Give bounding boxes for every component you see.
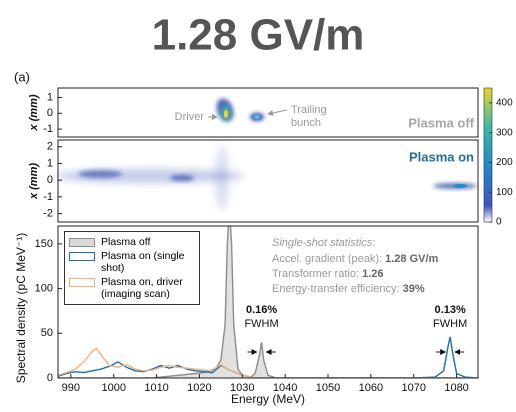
beam-annotation: Trailing	[291, 104, 327, 116]
x-tick-label: 1010	[144, 382, 168, 394]
stats-line: Energy-transfer efficiency: 39%	[272, 283, 425, 295]
stats-value: 1.28 GV/m	[385, 253, 438, 265]
x-tick-label: 1060	[359, 382, 383, 394]
beam-annotation: bunch	[291, 117, 321, 129]
colorbar-tick-label: 200	[496, 157, 513, 168]
y-tick-label: -2	[43, 208, 53, 220]
y-axis-label: x (mm)	[28, 163, 40, 200]
series-line	[58, 337, 478, 378]
beam-plasma-off	[208, 96, 287, 124]
stats-label: Energy-transfer efficiency:	[272, 283, 400, 295]
y-tick-label: 1	[47, 91, 53, 103]
state-label: Plasma off	[408, 115, 474, 130]
fwhm-annotation: FWHM	[244, 318, 278, 330]
colorbar	[484, 88, 492, 222]
colorbar-tick-label: 100	[496, 187, 513, 198]
y-tick-label: 0	[47, 372, 53, 384]
stats-label: Transformer ratio:	[272, 268, 359, 280]
y-tick-label: 2	[47, 141, 53, 153]
fwhm-annotation: 0.13%	[435, 304, 466, 316]
legend-label: Plasma on, driver (imaging scan)	[101, 276, 193, 300]
y-tick-label: 1	[47, 157, 53, 169]
stats-value: 1.26	[362, 268, 383, 280]
y-tick-label: 0	[47, 174, 53, 186]
colorbar-tick-label: 0	[496, 217, 502, 228]
stats-value: 39%	[403, 283, 425, 295]
panel-label: (a)	[14, 69, 30, 84]
stats-line: Accel. gradient (peak): 1.28 GV/m	[272, 253, 439, 265]
x-tick-label: 1070	[401, 382, 425, 394]
legend-label: Plasma off	[101, 236, 193, 248]
y-tick-label: -1	[43, 123, 53, 135]
y-tick-label: 150	[35, 238, 53, 250]
y-tick-label: 50	[41, 327, 53, 339]
x-axis-label: Energy (MeV)	[231, 392, 305, 406]
y-tick-label: -1	[43, 191, 53, 203]
colorbar-tick-label: 400	[496, 98, 513, 109]
beam-annotation: Driver	[175, 111, 205, 123]
figure: 1.28 GV/m (a) -1 0 1 x (mm) Plasma off Driver…	[0, 0, 516, 407]
y-axis-label: x (mm)	[28, 94, 40, 131]
legend-entry: Plasma on (single shot)	[69, 250, 195, 274]
x-tick-label: 1000	[101, 382, 125, 394]
y-axis-label: Spectral density (pC MeV⁻¹)	[14, 233, 28, 383]
legend-entry: Plasma on, driver (imaging scan)	[69, 276, 195, 300]
legend-label: Plasma on (single shot)	[101, 250, 193, 274]
x-tick-label: 1050	[316, 382, 340, 394]
x-tick-label: 1020	[187, 382, 211, 394]
stats-label: Accel. gradient (peak):	[272, 253, 382, 265]
x-tick-label: 1080	[444, 382, 468, 394]
state-label: Plasma on	[409, 149, 474, 164]
legend-entry: Plasma off	[69, 236, 195, 248]
fwhm-annotation: FWHM	[433, 318, 467, 330]
fwhm-annotation: 0.16%	[246, 304, 277, 316]
page-title: 1.28 GV/m	[152, 11, 365, 60]
y-tick-label: 0	[47, 107, 53, 119]
stats-line: Transformer ratio: 1.26	[272, 268, 384, 280]
stats-title: Single-shot statistics:	[272, 237, 375, 249]
chart: 1.28 GV/m (a) -1 0 1 x (mm) Plasma off Driver…	[0, 0, 516, 407]
x-tick-label: 990	[62, 382, 80, 394]
legend-swatch	[69, 238, 95, 247]
legend: Plasma off Plasma on (single shot)Plasma …	[64, 231, 200, 305]
y-tick-label: 100	[35, 282, 53, 294]
colorbar-tick-label: 300	[496, 127, 513, 138]
legend-swatch	[69, 278, 95, 287]
legend-swatch	[69, 252, 95, 261]
